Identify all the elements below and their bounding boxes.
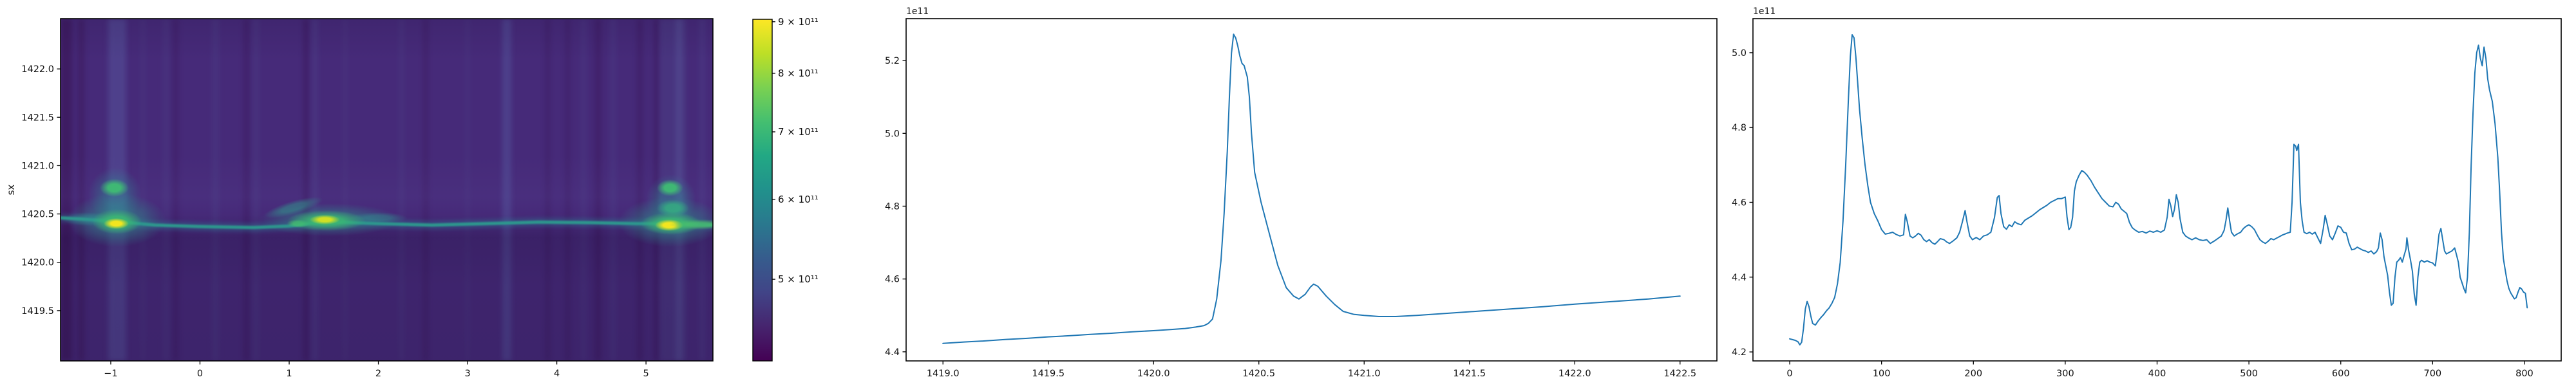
emission-blob (103, 217, 129, 230)
timeseries-curve (1789, 34, 2528, 345)
x-tick-label: −1 (104, 369, 117, 379)
x-tick-label: 2 (375, 369, 381, 379)
timeseries-axes: 0 100 200 300 400 500 600 700 800 4.2 4.4 4.6 4.8 5.0… (1732, 6, 2562, 379)
x-tick-label: 0 (1786, 369, 1792, 379)
y-tick-label: 5.2 (885, 56, 900, 66)
x-tick-label: 800 (2515, 369, 2533, 379)
colorbar-gradient (753, 19, 772, 361)
y-tick-label: 4.6 (885, 275, 900, 285)
x-tick-label: 3 (464, 369, 470, 379)
x-tick-label: 1419.0 (927, 369, 960, 379)
y-tick-label: 1422.0 (21, 64, 54, 75)
x-tick-label: 1421.0 (1348, 369, 1381, 379)
heatmap-dynamic-spectrum (61, 19, 713, 361)
y-tick-label: 4.2 (1732, 347, 1747, 358)
y-tick-label: 4.6 (1732, 198, 1747, 208)
x-tick-label: 300 (2056, 369, 2074, 379)
x-tick-label: 1420.0 (1137, 369, 1170, 379)
colorbar-tick-label: 6 × 10¹¹ (778, 194, 819, 205)
colorbar-tick-label: 7 × 10¹¹ (778, 126, 819, 138)
x-tick-label: 1419.5 (1032, 369, 1065, 379)
spectrum-frame (905, 18, 1718, 362)
y-tick-label: 4.4 (1732, 273, 1747, 283)
x-tick-label: 4 (554, 369, 560, 379)
spectrum-axes: 1419.0 1419.5 1420.0 1420.5 1421.0 1421.5 1422… (885, 6, 1718, 379)
emission-blob (669, 219, 713, 230)
x-tick-label: 600 (2332, 369, 2350, 379)
emission-blob (100, 179, 129, 197)
x-tick-label: 5 (643, 369, 649, 379)
x-tick-label: 1421.5 (1453, 369, 1486, 379)
y-tick-label: 1421.5 (21, 113, 54, 123)
y-tick-label: 1420.5 (21, 210, 54, 220)
timeseries-frame (1752, 18, 2562, 362)
y-tick-label: 4.8 (1732, 123, 1747, 133)
y-tick-label: 1421.0 (21, 161, 54, 171)
x-tick-label: 1422.0 (1558, 369, 1591, 379)
spectrum-curve (942, 33, 1681, 344)
emission-band-layer (61, 213, 713, 232)
colorbar-tick-label: 8 × 10¹¹ (778, 68, 819, 79)
x-tick-label: 200 (1964, 369, 1982, 379)
y-tick-label: 4.8 (885, 201, 900, 212)
emission-blob (309, 214, 340, 225)
x-tick-label: 1 (286, 369, 292, 379)
x-tick-label: 700 (2423, 369, 2441, 379)
x-tick-label: 100 (1873, 369, 1891, 379)
x-tick-label: 500 (2240, 369, 2258, 379)
x-tick-label: 400 (2148, 369, 2166, 379)
y-tick-label: 5.0 (1732, 48, 1747, 59)
emission-blob (656, 179, 684, 196)
x-tick-label: 1422.5 (1663, 369, 1696, 379)
y-axis-label: sx (5, 185, 17, 196)
colorbar-tick-label: 9 × 10¹¹ (778, 16, 819, 28)
x-tick-label: 0 (197, 369, 203, 379)
colorbar-tick-label: 5 × 10¹¹ (778, 273, 819, 285)
y-tick-label: 5.0 (885, 129, 900, 139)
y-tick-label: 1419.5 (21, 306, 54, 317)
axis-offset-label: 1e11 (1753, 6, 1776, 17)
x-tick-label: 1420.5 (1242, 369, 1275, 379)
y-tick-label: 4.4 (885, 347, 900, 358)
y-tick-label: 1420.0 (21, 258, 54, 268)
axis-offset-label: 1e11 (906, 6, 929, 17)
